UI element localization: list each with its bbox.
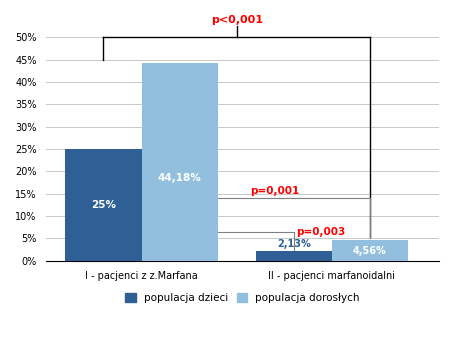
Text: p=0,003: p=0,003 [296,227,345,237]
Text: p<0,001: p<0,001 [211,15,263,25]
Bar [256,251,332,261]
Text: 2,13%: 2,13% [277,239,311,249]
Text: 25%: 25% [91,200,116,210]
Bar [65,149,142,261]
Text: p=0,001: p=0,001 [250,186,300,196]
Bar [332,240,408,261]
Text: 44,18%: 44,18% [158,173,202,183]
Bar [142,63,217,261]
Text: 4,56%: 4,56% [353,246,387,256]
Legend: populacja dzieci, populacja dorosłych: populacja dzieci, populacja dorosłych [121,289,364,307]
